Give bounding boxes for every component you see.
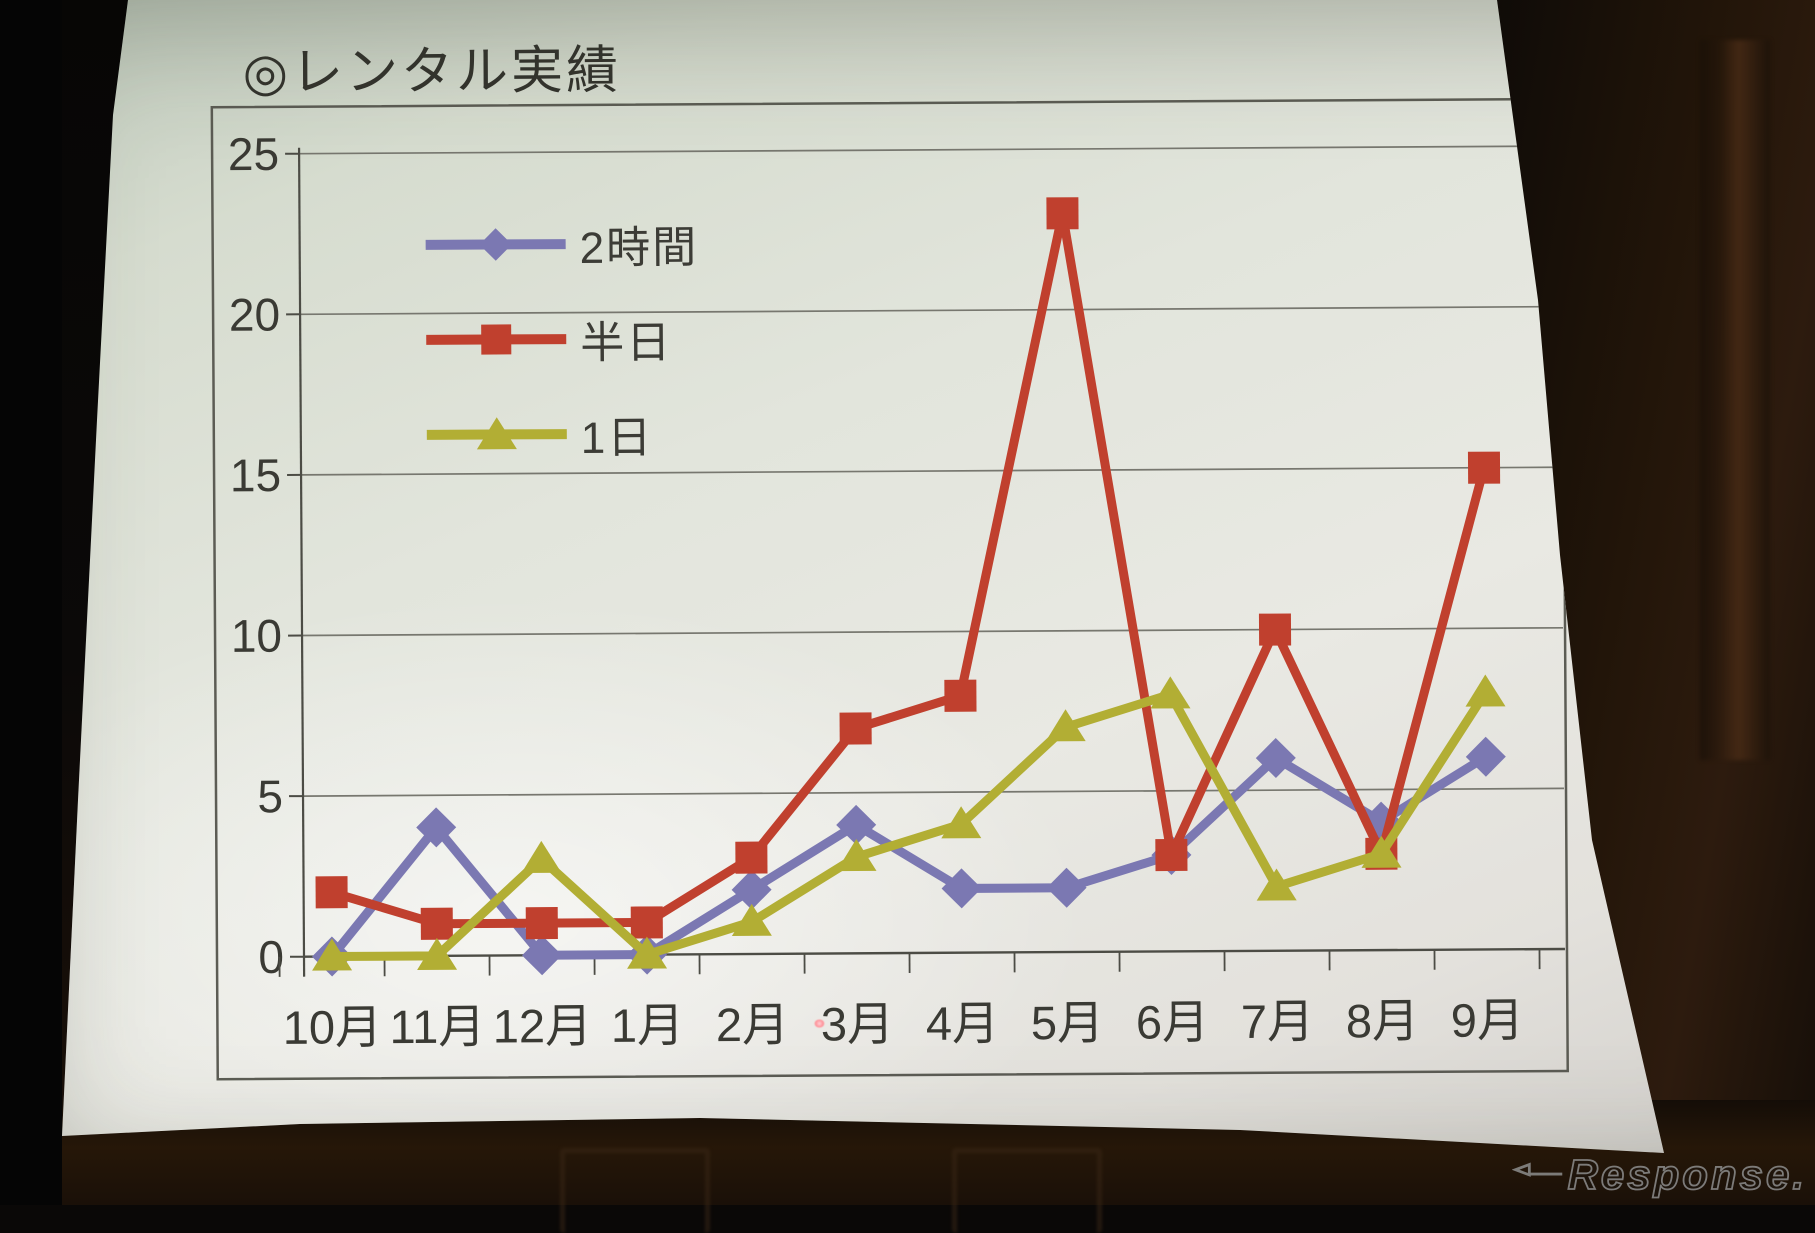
wall-highlight-band	[1700, 40, 1770, 760]
furniture-outline	[952, 1148, 1102, 1233]
watermark-arrow-icon	[1512, 1155, 1564, 1181]
watermark-text: Response.	[1568, 1151, 1807, 1199]
furniture-outline	[560, 1148, 710, 1233]
left-wall-strip	[0, 0, 62, 1205]
response-watermark: Response.	[1512, 1151, 1807, 1199]
